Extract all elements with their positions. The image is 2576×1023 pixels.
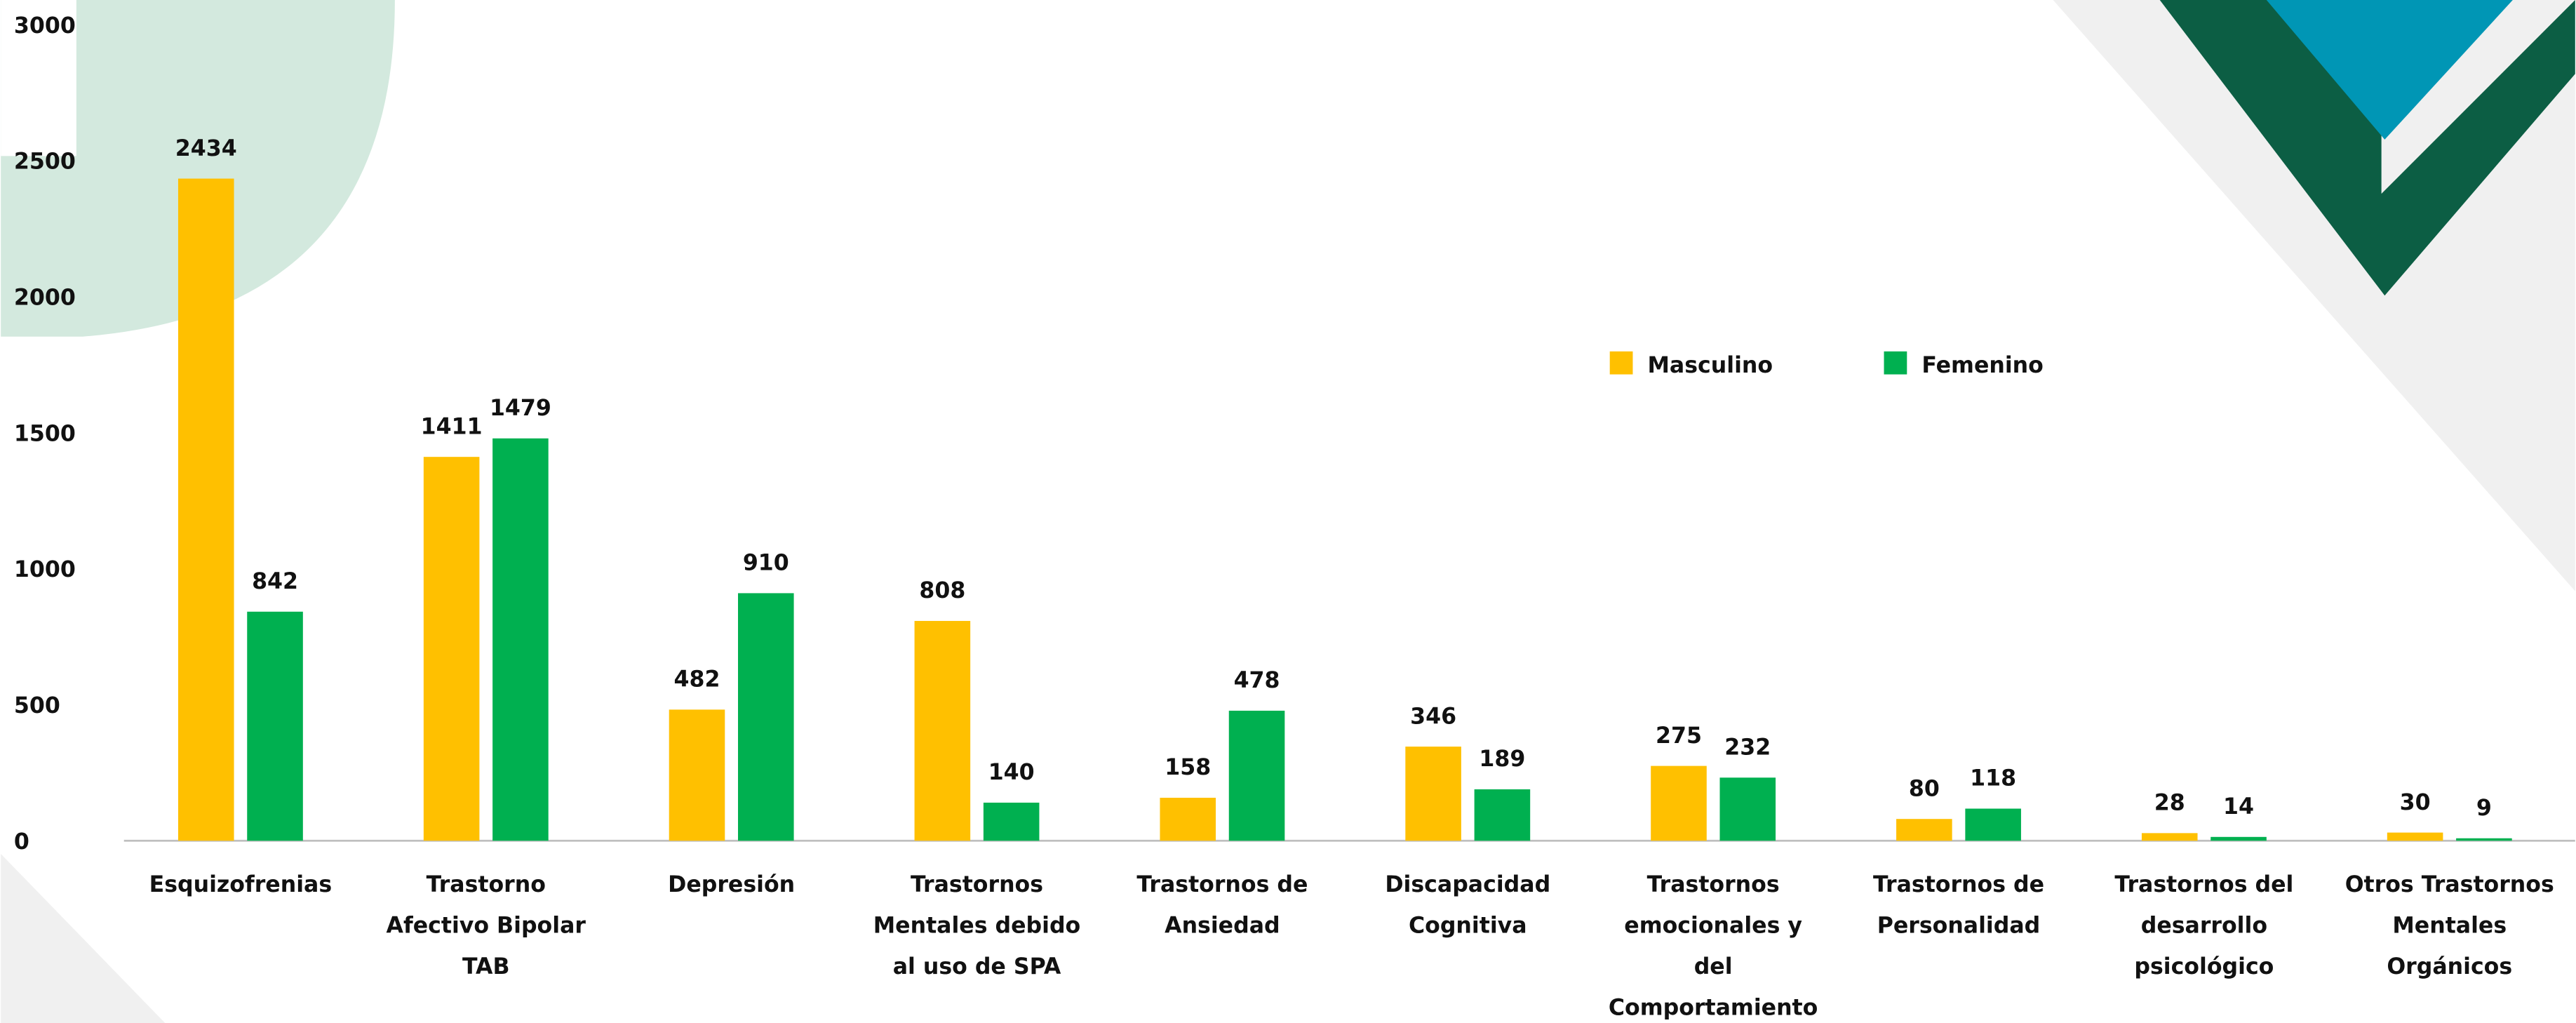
bar [2211, 836, 2267, 841]
bar [423, 457, 480, 841]
value-label: 1411 [421, 414, 483, 439]
value-label: 275 [1656, 723, 1702, 749]
value-label: 2434 [175, 136, 237, 161]
x-tick-label: Discapacidad Cognitiva [1385, 872, 1550, 939]
y-tick-label: 1000 [14, 557, 76, 582]
bar [1896, 819, 1952, 841]
value-label: 232 [1724, 735, 1771, 761]
x-tick-label: Trastornos de Ansiedad [1136, 872, 1308, 939]
value-label: 346 [1410, 704, 1456, 729]
legend-label: Femenino [1921, 353, 2044, 378]
x-tick-label: Trastornos Mentales debido al uso de SPA [873, 872, 1081, 979]
y-tick-label: 0 [14, 829, 29, 855]
bar [1719, 777, 1776, 841]
bar [492, 438, 549, 841]
bar [2141, 833, 2198, 841]
value-label: 842 [252, 569, 298, 594]
bar [983, 802, 1040, 841]
bar [1965, 808, 2021, 841]
y-tick-label: 2500 [14, 149, 76, 175]
bar [914, 620, 971, 841]
value-label: 158 [1165, 755, 1211, 780]
value-label: 80 [1909, 776, 1940, 801]
value-label: 30 [2400, 790, 2431, 815]
y-tick-label: 3000 [14, 13, 76, 39]
y-tick-label: 2000 [14, 286, 76, 311]
value-label: 9 [2476, 796, 2492, 821]
value-label: 1479 [490, 396, 551, 421]
legend-label: Masculino [1648, 353, 1773, 378]
bar [1651, 765, 1707, 841]
value-label: 482 [674, 667, 720, 693]
y-tick-label: 1500 [14, 421, 76, 446]
x-tick-label: Trastorno Afectivo Bipolar TAB [387, 872, 586, 979]
value-label: 140 [988, 760, 1035, 785]
value-label: 118 [1970, 766, 2016, 791]
x-tick-label: Trastornos de Personalidad [1873, 872, 2044, 939]
x-tick-label: Trastornos emocionales y del Comportamiento [1609, 872, 1818, 1021]
bar [1474, 789, 1531, 841]
bar [1228, 710, 1285, 841]
value-label: 189 [1479, 747, 1525, 772]
bar [247, 611, 303, 841]
value-label: 28 [2154, 791, 2185, 816]
bar [2456, 838, 2512, 841]
bar [669, 709, 725, 841]
y-tick-label: 500 [14, 693, 60, 718]
legend: Masculino Femenino [1609, 351, 2044, 378]
value-label: 478 [1234, 668, 1280, 693]
bar [2387, 832, 2443, 841]
x-tick-label: Trastornos del desarrollo psicológico [2114, 872, 2293, 979]
value-label: 910 [743, 551, 789, 576]
bar [738, 593, 794, 841]
x-tick-label: Esquizofrenias [149, 872, 333, 897]
x-tick-label: Depresión [668, 872, 795, 897]
legend-swatch [1609, 351, 1633, 375]
bar [1405, 747, 1461, 841]
bar [177, 178, 234, 841]
x-tick-label: Otros Trastornos Mentales Orgánicos [2345, 872, 2554, 979]
legend-swatch [1884, 351, 1907, 375]
value-label: 808 [919, 578, 965, 603]
bar [1160, 797, 1216, 841]
value-label: 14 [2223, 794, 2254, 820]
